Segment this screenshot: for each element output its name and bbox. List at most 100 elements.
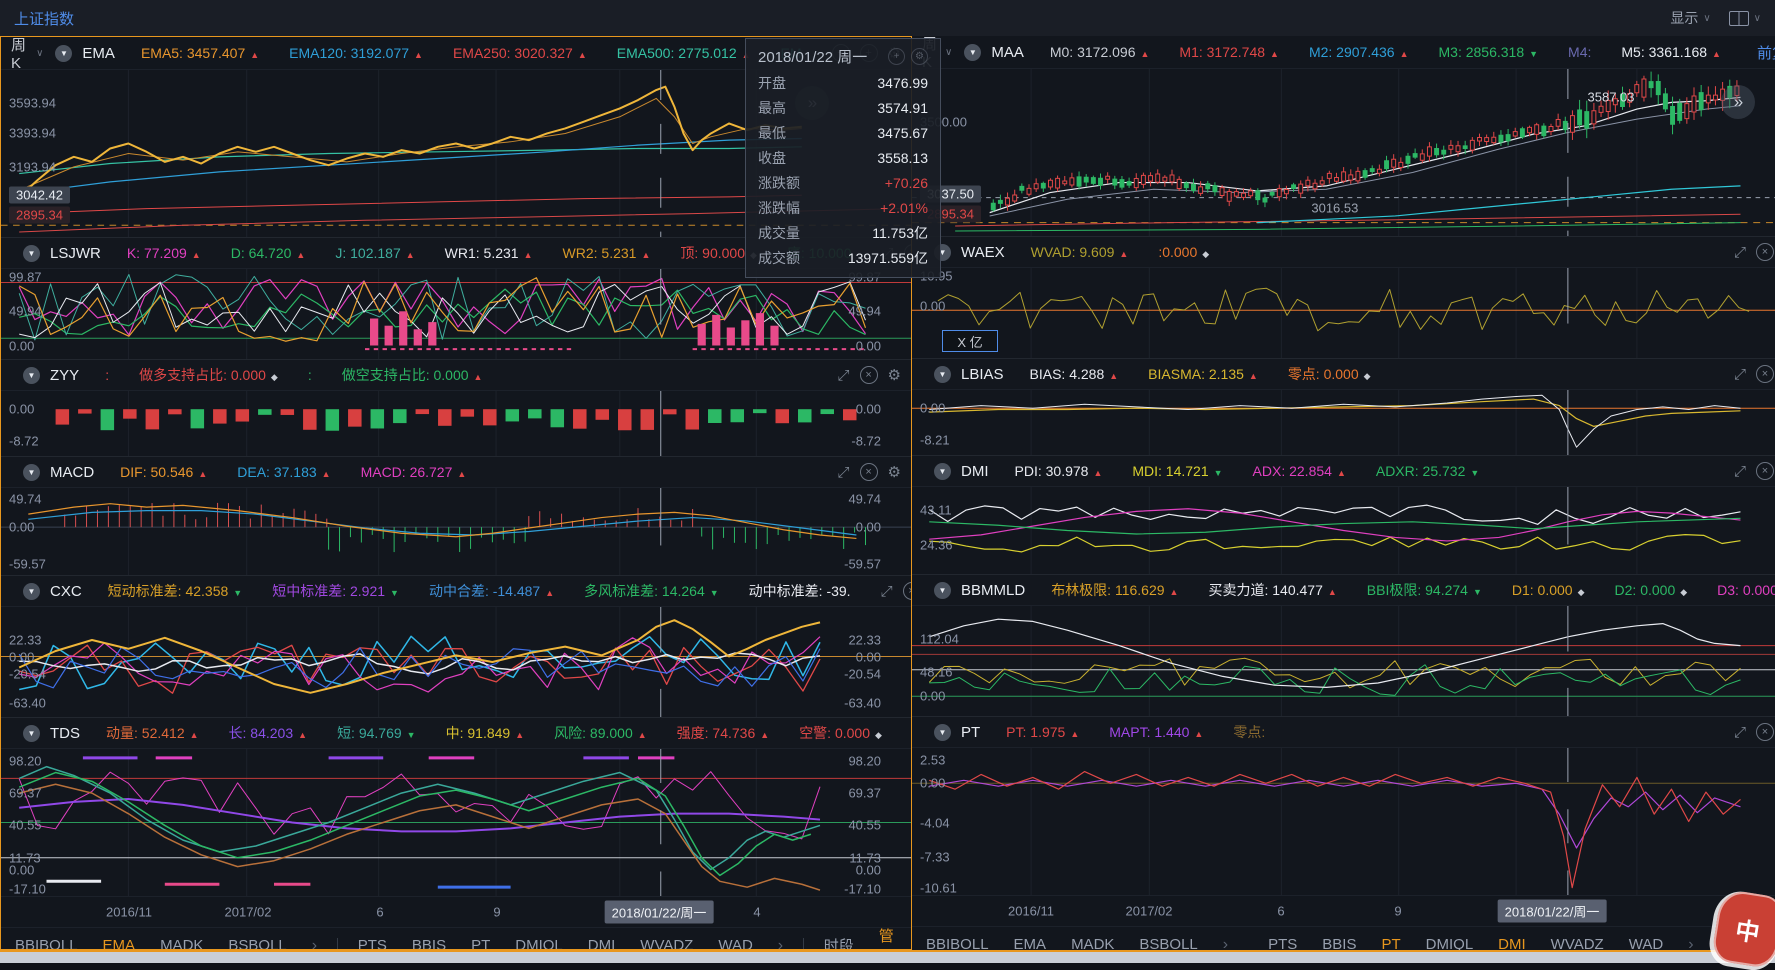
tab-madk[interactable]: MADK [1071,936,1114,950]
expand-icon[interactable]: ⤢ [1734,463,1746,480]
tab-ema[interactable]: EMA [103,937,136,950]
expand-icon[interactable]: ⤢ [838,464,850,481]
tab-bbis[interactable]: BBIS [1322,936,1356,950]
close-icon[interactable]: × [1756,365,1774,383]
tab-wad[interactable]: WAD [1629,936,1663,950]
settings-icon[interactable]: ⚙ [888,366,901,384]
expand-icon[interactable]: ⤢ [1734,244,1746,261]
close-icon[interactable]: × [903,582,912,600]
y-axis-label: 0.00 [856,649,881,664]
close-icon[interactable]: × [1756,243,1774,261]
up-arrow-icon: ▲ [1712,49,1721,59]
tab-madk[interactable]: MADK [160,937,203,950]
tab-pt[interactable]: PT [471,937,490,950]
indicator-field: ADX: 22.854▲ [1253,463,1346,479]
settings-icon[interactable]: ⚙ [911,48,928,65]
indicator-field: 长: 84.203▲ [229,723,308,743]
y-axis-label: -4.04 [920,815,950,830]
up-arrow-icon: ▲ [1328,587,1337,597]
tab-wad[interactable]: WAD [718,937,752,950]
y-axis-label: 99.87 [9,270,42,285]
tab-bbiboll[interactable]: BBIBOLL [15,937,78,950]
adjust-mode-link[interactable]: 前复权 [1757,42,1775,63]
visibility-toggle-icon[interactable]: ▼ [55,45,72,62]
tab-dmiql[interactable]: DMIQL [1426,936,1474,950]
tooltip-label: 成交额 [758,246,800,271]
y-axis-label: 49.94 [848,304,881,319]
tab-wvadz[interactable]: WVADZ [640,937,693,950]
expand-icon[interactable]: ⤢ [1734,724,1746,741]
visibility-toggle-icon[interactable]: ▼ [23,583,40,600]
tab-dmi[interactable]: DMI [588,937,616,950]
expand-icon[interactable]: ⤢ [881,583,893,600]
close-icon[interactable]: × [1756,723,1774,741]
up-arrow-icon: ▲ [250,50,259,60]
tab-bsboll[interactable]: BSBOLL [228,937,286,950]
y-axis-label: -7.33 [920,849,950,864]
visibility-toggle-icon[interactable]: ▼ [23,245,40,262]
visibility-toggle-icon[interactable]: ▼ [934,582,951,599]
diamond-icon: ◆ [875,730,882,740]
chevron-down-icon: ∨ [1703,13,1710,24]
chevron-right-icon[interactable]: › [312,937,317,951]
expand-panel-button[interactable]: » [1721,85,1755,119]
tab-bbis[interactable]: BBIS [412,937,446,950]
tab-时段[interactable]: 时段 [824,935,854,950]
chevron-right-icon[interactable]: › [778,937,783,951]
close-icon[interactable]: × [860,366,878,384]
tab-pt[interactable]: PT [1381,936,1400,950]
tab-ema[interactable]: EMA [1014,936,1047,950]
seal-character: 中 [1733,910,1762,948]
visibility-toggle-icon[interactable]: ▼ [934,366,951,383]
chevron-right-icon[interactable]: › [1688,936,1693,951]
period-selector[interactable]: 周K [11,36,28,72]
plus-icon[interactable]: + [888,48,905,65]
pane-waex[interactable]: 10.950.00X 亿 [912,267,1775,358]
tab-bbiboll[interactable]: BBIBOLL [926,936,989,950]
close-icon[interactable]: × [860,463,878,481]
tab-pts[interactable]: PTS [358,937,387,950]
layout-switcher[interactable]: ∨ [1729,11,1761,26]
down-arrow-icon: ▼ [407,730,416,740]
visibility-toggle-icon[interactable]: ▼ [23,367,40,384]
pane-controls: ⤢×⚙ [881,582,912,600]
tab-dmiql[interactable]: DMIQL [515,937,563,950]
visibility-toggle-icon[interactable]: ▼ [934,463,951,480]
tab-wvadz[interactable]: WVADZ [1551,936,1604,950]
axis-unit-input[interactable]: X 亿 [942,330,998,352]
pane-lbias[interactable]: 0.00-8.21 [912,389,1775,455]
up-arrow-icon: ▲ [474,372,483,382]
expand-icon[interactable]: ⤢ [838,367,850,384]
y-axis-label: 0.00 [9,649,34,664]
visibility-toggle-icon[interactable]: ▼ [934,724,951,741]
close-icon[interactable]: × [1756,462,1774,480]
up-arrow-icon: ▲ [457,469,466,479]
indicator-field: WVAD: 9.609▲ [1031,244,1129,260]
tab-dmi[interactable]: DMI [1498,936,1526,950]
manage-link[interactable]: 管理 [879,925,897,951]
display-menu[interactable]: 显示 ∨ [1670,8,1710,28]
settings-icon[interactable]: ⚙ [888,463,901,481]
chevron-right-icon[interactable]: › [1223,936,1228,951]
y-axis-label: 0.00 [9,338,34,353]
expand-icon[interactable]: ⤢ [1734,366,1746,383]
visibility-toggle-icon[interactable]: ▼ [23,464,40,481]
y-axis-label: 40.55 [9,818,42,833]
tab-bsboll[interactable]: BSBOLL [1139,936,1197,950]
visibility-toggle-icon[interactable]: ▼ [964,44,981,61]
tab-pts[interactable]: PTS [1268,936,1297,950]
visibility-toggle-icon[interactable]: ▼ [23,725,40,742]
